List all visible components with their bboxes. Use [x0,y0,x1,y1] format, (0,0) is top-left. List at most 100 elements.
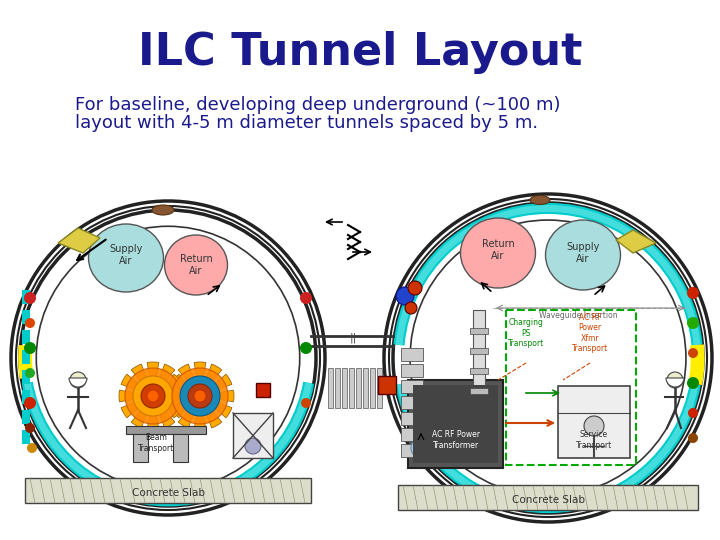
Bar [470,368,488,374]
Circle shape [27,443,37,453]
Bar [558,386,630,458]
Bar [473,310,485,405]
Polygon shape [58,228,100,253]
Ellipse shape [530,195,550,205]
Bar [22,290,30,304]
Polygon shape [616,230,656,253]
Circle shape [172,368,228,424]
Circle shape [194,390,206,402]
Wedge shape [168,396,200,418]
Ellipse shape [393,203,703,513]
Text: Charging
PS
Transport: Charging PS Transport [508,318,544,348]
Circle shape [396,287,414,305]
Circle shape [688,433,698,443]
Ellipse shape [152,205,174,215]
Wedge shape [166,390,200,402]
Wedge shape [194,396,206,430]
Wedge shape [153,396,175,428]
Wedge shape [178,396,200,428]
Bar [408,380,503,468]
Circle shape [25,368,35,378]
Circle shape [141,384,165,408]
Wedge shape [168,374,200,396]
Wedge shape [153,364,175,396]
Ellipse shape [89,224,163,292]
Bar [401,428,423,441]
Circle shape [70,372,86,388]
Bar [22,310,30,324]
Circle shape [300,292,312,304]
Text: Beam
Transport: Beam Transport [138,433,174,453]
Bar [401,364,423,377]
Circle shape [180,376,220,416]
Bar [22,430,30,444]
Ellipse shape [164,235,228,295]
Circle shape [405,302,417,314]
Wedge shape [121,396,153,418]
Bar [356,368,361,408]
Wedge shape [200,396,232,418]
Ellipse shape [546,220,621,290]
Circle shape [188,384,212,408]
Circle shape [133,376,173,416]
Circle shape [245,438,261,454]
Wedge shape [153,374,185,396]
Wedge shape [194,362,206,396]
Text: Supply
Air: Supply Air [109,244,143,266]
Bar [401,412,423,425]
Circle shape [25,423,35,433]
Bar [25,478,311,503]
Text: AC RF Power
Transformer: AC RF Power Transformer [432,430,480,450]
Wedge shape [119,390,153,402]
Circle shape [24,342,36,354]
Ellipse shape [11,201,325,515]
Bar [22,410,30,424]
Text: ||: || [349,333,356,343]
Circle shape [687,377,699,389]
Bar [22,370,30,384]
Text: AC RF
Power
Xfmr
Transport: AC RF Power Xfmr Transport [572,313,608,353]
Ellipse shape [384,194,712,522]
Wedge shape [147,362,159,396]
Wedge shape [200,390,234,402]
Wedge shape [153,396,185,418]
Text: Service
Transport: Service Transport [576,430,612,450]
Circle shape [125,368,181,424]
Circle shape [25,318,35,328]
Wedge shape [200,364,222,396]
Bar [126,426,206,434]
Text: Waveguide Insertion: Waveguide Insertion [539,312,617,321]
Wedge shape [178,364,200,396]
Bar [342,368,347,408]
Bar [363,368,368,408]
Circle shape [667,372,683,388]
Circle shape [147,390,159,402]
Wedge shape [131,396,153,428]
Text: layout with 4-5 m diameter tunnels spaced by 5 m.: layout with 4-5 m diameter tunnels space… [75,114,538,132]
Bar [470,328,488,334]
Bar [335,368,340,408]
Circle shape [24,292,36,304]
Text: For baseline, developing deep underground (~100 m): For baseline, developing deep undergroun… [75,96,560,114]
Circle shape [687,287,699,299]
Wedge shape [121,374,153,396]
Text: ILC Tunnel Layout: ILC Tunnel Layout [138,30,582,73]
Bar [22,390,30,404]
Circle shape [584,416,604,436]
Bar [401,380,423,393]
Wedge shape [153,390,187,402]
Bar [401,396,423,409]
Circle shape [24,397,36,409]
Circle shape [301,398,311,408]
Text: Return
Air: Return Air [179,254,212,276]
Bar [370,368,375,408]
Bar [401,444,423,457]
Circle shape [688,348,698,358]
Bar [328,368,333,408]
Bar [377,368,382,408]
Circle shape [408,281,422,295]
Wedge shape [131,364,153,396]
Bar [256,383,270,397]
Ellipse shape [20,210,316,506]
Circle shape [411,438,431,458]
